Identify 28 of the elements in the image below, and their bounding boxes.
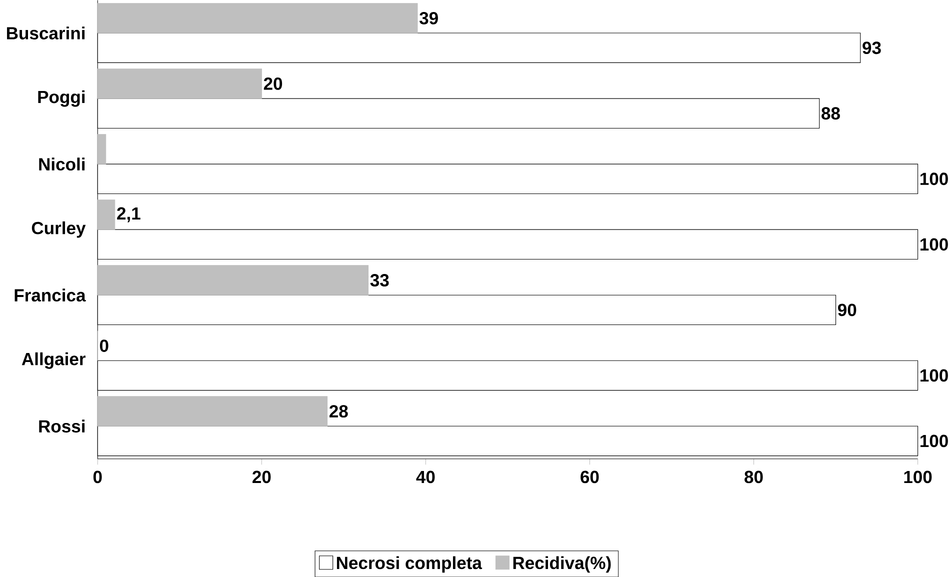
x-tick-label: 100	[904, 470, 932, 484]
data-label: 33	[370, 274, 389, 286]
data-label: 90	[838, 304, 856, 316]
data-label: 2,1	[117, 207, 140, 222]
data-label: 0	[100, 339, 108, 352]
data-label: 100	[920, 172, 948, 185]
x-tick-label: 40	[416, 470, 435, 484]
data-label: 100	[920, 434, 948, 448]
y-tick-label: Buscarini	[7, 26, 85, 40]
data-label: 20	[264, 77, 282, 90]
y-tick-label: Nicoli	[39, 157, 85, 170]
legend-label: Necrosi completa	[336, 556, 482, 572]
data-label: 100	[920, 369, 948, 382]
data-label: 88	[822, 107, 840, 120]
y-tick-label: Curley	[32, 221, 86, 238]
x-tick-label: 0	[93, 470, 102, 484]
data-label: 28	[330, 404, 348, 418]
y-tick-label: Francica	[14, 288, 86, 302]
data-label: 39	[420, 12, 438, 24]
x-tick-label: 20	[252, 470, 271, 484]
y-tick-label: Poggi	[38, 90, 85, 107]
legend-label: Recidiva(%)	[513, 556, 611, 572]
x-tick-label: 60	[580, 470, 599, 484]
x-tick-label: 80	[744, 470, 763, 484]
y-tick-label: Rossi	[39, 420, 85, 432]
data-label: 100	[920, 238, 948, 250]
y-tick-label: Allgaier	[22, 352, 86, 369]
data-label: 93	[862, 41, 881, 54]
